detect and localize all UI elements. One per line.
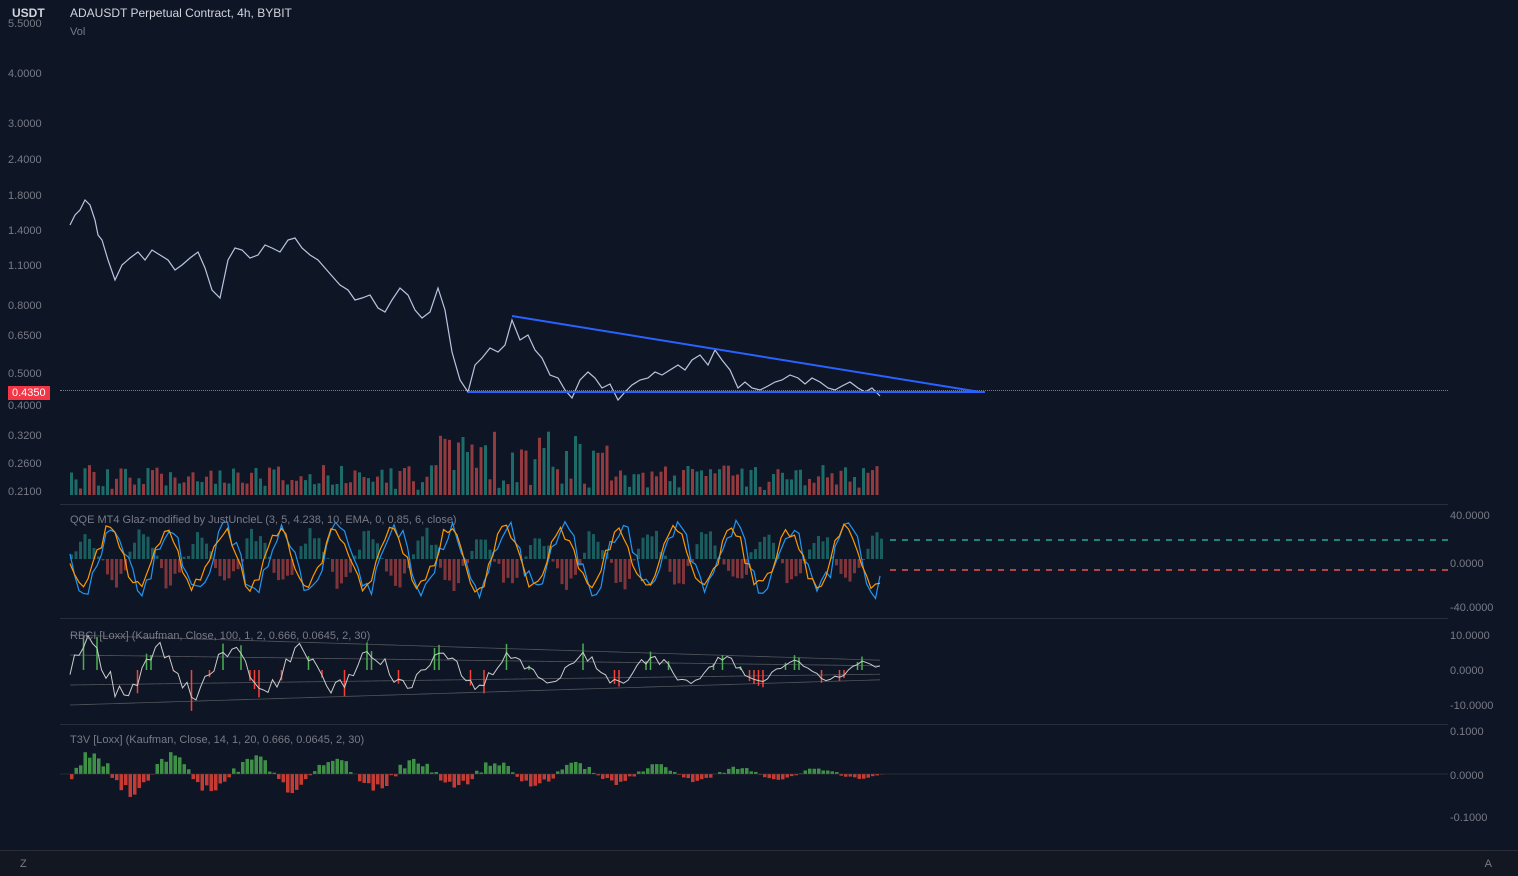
indicator-2-label[interactable]: RBCI [Loxx] (Kaufman, Close, 100, 1, 2, … [70,630,370,642]
y-tick-label: 4.0000 [8,68,42,80]
y-tick-label: 2.4000 [8,154,42,166]
y-tick-label: 1.4000 [8,225,42,237]
y-tick-label: 0.3200 [8,430,42,442]
y-tick-label: -0.1000 [1450,812,1487,824]
y-tick-label: 5.5000 [8,18,42,30]
y-tick-label: 0.0000 [1450,770,1484,782]
pane-divider[interactable] [60,618,1448,619]
indicator-3-label[interactable]: T3V [Loxx] (Kaufman, Close, 14, 1, 20, 0… [70,734,364,746]
y-tick-label: 0.1000 [1450,726,1484,738]
y-tick-label: 0.5000 [8,368,42,380]
y-tick-label: 0.4000 [8,400,42,412]
y-tick-label: 10.0000 [1450,630,1490,642]
y-tick-label: 40.0000 [1450,510,1490,522]
y-tick-label: -40.0000 [1450,602,1493,614]
current-price-tag: 0.4350 [8,386,50,400]
y-tick-label: 0.0000 [1450,665,1484,677]
y-tick-label: 0.0000 [1450,558,1484,570]
z-button[interactable]: Z [20,858,27,870]
y-tick-label: 1.1000 [8,260,42,272]
y-tick-label: 0.6500 [8,330,42,342]
pane-divider[interactable] [60,724,1448,725]
a-button[interactable]: A [1485,858,1492,870]
y-tick-label: 3.0000 [8,118,42,130]
bottom-bar: Z A [0,850,1518,876]
chart-container: USDT ADAUSDT Perpetual Contract, 4h, BYB… [0,0,1518,876]
main-price-chart[interactable] [60,0,1448,500]
y-tick-label: 1.8000 [8,190,42,202]
y-tick-label: 0.8000 [8,300,42,312]
y-tick-label: -10.0000 [1450,700,1493,712]
y-tick-label: 0.2600 [8,458,42,470]
indicator-1-label[interactable]: QQE MT4 Glaz-modified by JustUncleL (3, … [70,514,457,526]
y-tick-label: 0.2100 [8,486,42,498]
